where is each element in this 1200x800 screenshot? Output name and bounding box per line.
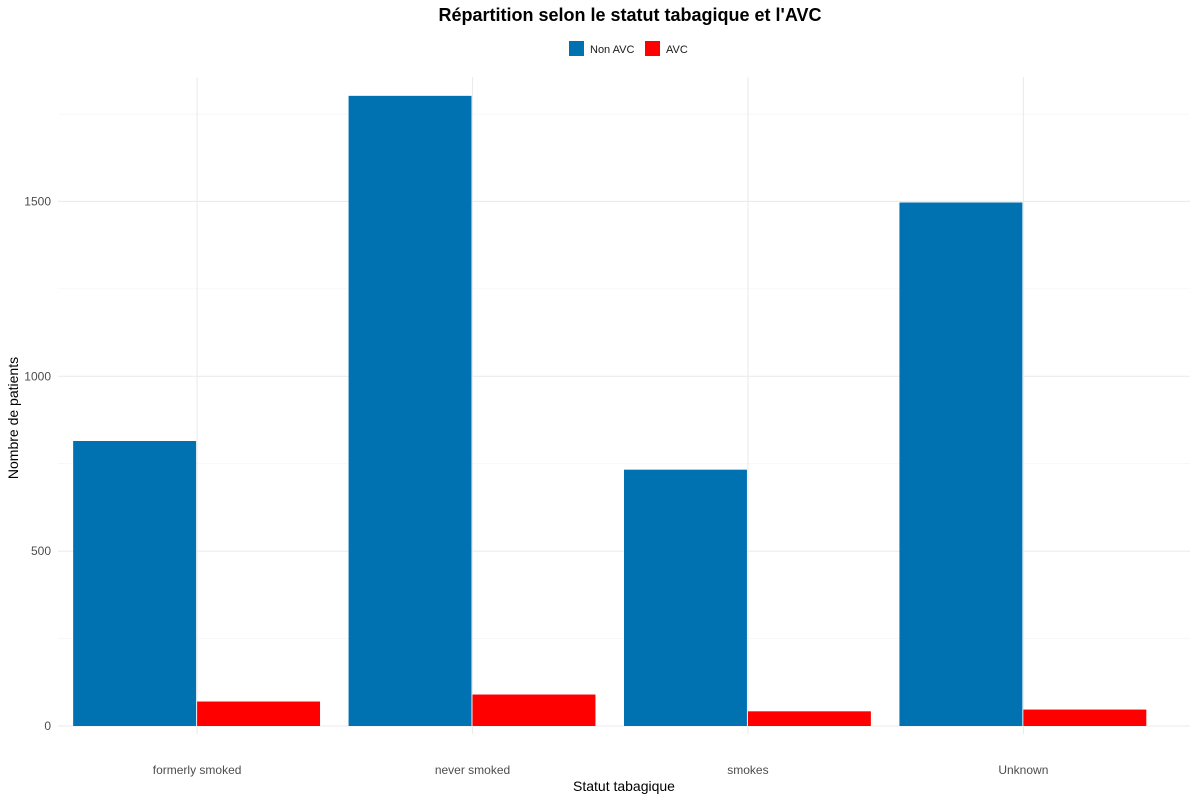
bar-avc-formerly-smoked <box>197 701 321 726</box>
bar-non-avc-never-smoked <box>348 95 472 727</box>
x-tick-label: never smoked <box>435 763 510 777</box>
bars <box>73 95 1147 727</box>
bar-avc-unknown <box>1023 709 1147 726</box>
legend: Non AVC AVC <box>569 41 688 56</box>
y-tick-label: 1000 <box>24 369 51 383</box>
y-tick-label: 1500 <box>24 194 51 208</box>
legend-label: Non AVC <box>590 44 634 56</box>
x-tick-label: formerly smoked <box>153 763 242 777</box>
bar-non-avc-smokes <box>624 469 747 726</box>
x-tick-label: Unknown <box>998 763 1048 777</box>
legend-swatch-non-avc <box>569 41 584 56</box>
y-tick-label: 500 <box>31 544 51 558</box>
x-tick-label: smokes <box>727 763 768 777</box>
bar-non-avc-formerly-smoked <box>73 440 197 726</box>
bar-avc-never-smoked <box>472 694 596 726</box>
y-axis-ticks: 0 500 1000 1500 <box>24 194 51 733</box>
x-axis-title: Statut tabagique <box>573 778 675 794</box>
legend-label: AVC <box>666 44 688 56</box>
bar-avc-smokes <box>747 711 871 726</box>
y-axis-title: Nombre de patients <box>5 357 21 479</box>
legend-swatch-avc <box>645 41 660 56</box>
x-axis-ticks: formerly smoked never smoked smokes Unknown <box>153 763 1049 777</box>
bar-non-avc-unknown <box>899 202 1023 727</box>
y-tick-label: 0 <box>44 719 51 733</box>
chart-title: Répartition selon le statut tabagique et… <box>439 5 822 25</box>
